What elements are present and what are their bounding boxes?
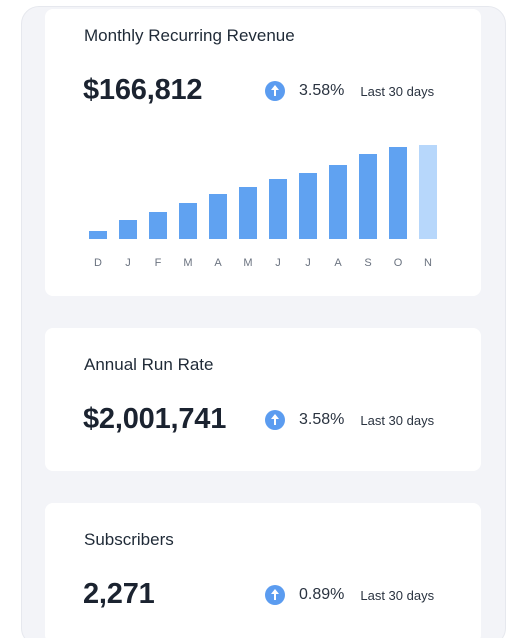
arr-card[interactable]: Annual Run Rate $2,001,741 3.58% Last 30… bbox=[45, 328, 481, 471]
card-title: Annual Run Rate bbox=[84, 355, 214, 374]
x-tick-label: F bbox=[155, 257, 162, 269]
bar-9[interactable] bbox=[329, 165, 347, 239]
bar-2[interactable] bbox=[119, 220, 137, 239]
bar-11[interactable] bbox=[389, 147, 407, 239]
arrow-up-circle-icon bbox=[265, 410, 285, 430]
x-tick-label: M bbox=[183, 257, 192, 269]
x-tick-label: S bbox=[364, 257, 371, 269]
bar-5[interactable] bbox=[209, 194, 227, 239]
change-period: Last 30 days bbox=[360, 83, 435, 99]
mrr-value: $166,812 bbox=[83, 74, 203, 106]
x-tick-label: A bbox=[334, 257, 342, 269]
x-tick-label: J bbox=[305, 257, 311, 269]
change-period: Last 30 days bbox=[360, 587, 435, 603]
subscribers-card[interactable]: Subscribers 2,271 0.89% Last 30 days bbox=[45, 503, 481, 638]
bar-1[interactable] bbox=[89, 231, 107, 239]
bar-3[interactable] bbox=[149, 212, 167, 239]
card-title: Monthly Recurring Revenue bbox=[84, 26, 295, 45]
subscribers-change: 0.89% Last 30 days bbox=[265, 583, 434, 607]
x-tick-label: J bbox=[125, 257, 131, 269]
bar-4[interactable] bbox=[179, 203, 197, 239]
mrr-card[interactable]: Monthly Recurring Revenue $166,812 3.58%… bbox=[45, 9, 481, 296]
x-tick-label: O bbox=[394, 257, 403, 269]
x-tick-label: M bbox=[243, 257, 252, 269]
change-percent: 3.58% bbox=[299, 411, 345, 428]
mrr-change: 3.58% Last 30 days bbox=[265, 79, 434, 103]
x-tick-label: D bbox=[94, 257, 102, 269]
arrow-up-circle-icon bbox=[265, 585, 285, 605]
arr-value: $2,001,741 bbox=[83, 403, 227, 435]
bar-8[interactable] bbox=[299, 173, 317, 239]
arrow-up-circle-icon bbox=[265, 81, 285, 101]
x-tick-label: J bbox=[275, 257, 281, 269]
subscribers-value: 2,271 bbox=[83, 578, 155, 610]
bar-6[interactable] bbox=[239, 187, 257, 239]
bar-12[interactable] bbox=[419, 145, 437, 239]
bar-7[interactable] bbox=[269, 179, 287, 239]
x-tick-label: A bbox=[214, 257, 222, 269]
arr-change: 3.58% Last 30 days bbox=[265, 408, 434, 432]
x-tick-label: N bbox=[424, 257, 432, 269]
change-percent: 3.58% bbox=[299, 82, 345, 99]
card-title: Subscribers bbox=[84, 530, 174, 549]
bar-10[interactable] bbox=[359, 154, 377, 239]
change-period: Last 30 days bbox=[360, 412, 435, 428]
change-percent: 0.89% bbox=[299, 586, 345, 603]
